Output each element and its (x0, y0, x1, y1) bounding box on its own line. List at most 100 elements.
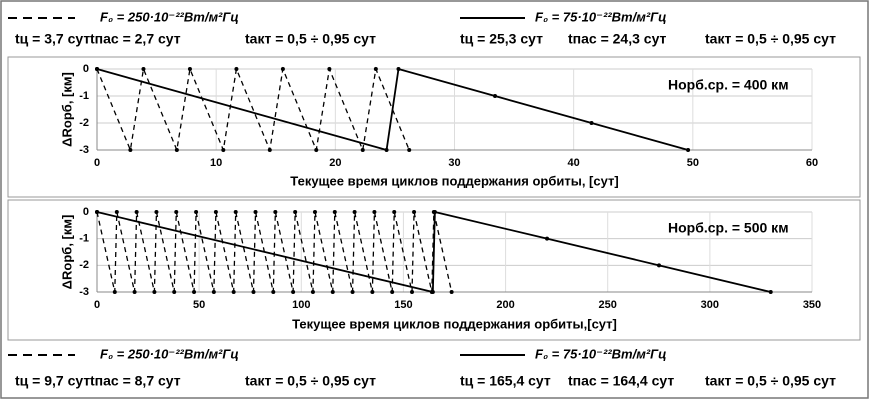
point (231, 290, 236, 294)
point (291, 290, 296, 294)
x-tick-label: 50 (687, 157, 699, 169)
point (273, 210, 278, 214)
point (172, 290, 177, 294)
point (373, 67, 378, 71)
point (412, 210, 417, 214)
point (187, 67, 192, 71)
parameter: tакт = 0,5 ÷ 0,95 сут (705, 373, 836, 389)
point (360, 148, 365, 152)
point (545, 236, 550, 241)
point (392, 210, 397, 214)
x-tick-label: 0 (94, 157, 100, 169)
series-line (96, 210, 771, 294)
x-tick-label: 30 (448, 157, 460, 169)
point (589, 121, 594, 125)
x-tick-label: 50 (193, 299, 205, 311)
x-tick-label: 10 (210, 157, 222, 169)
point (384, 148, 389, 152)
series-line (96, 67, 689, 152)
point (407, 148, 412, 152)
x-tick-label: 20 (329, 157, 341, 169)
point (152, 290, 157, 294)
point (234, 67, 239, 71)
point (192, 290, 197, 294)
point (251, 290, 256, 294)
x-tick-label: 100 (292, 299, 310, 311)
point (330, 290, 335, 294)
point (95, 210, 99, 214)
y-tick-label: -3 (79, 286, 89, 298)
x-tick-label: 250 (599, 299, 617, 311)
parameter: tпас = 8,7 сут (90, 373, 181, 389)
y-tick-label: -2 (79, 259, 89, 271)
point (233, 210, 238, 214)
point (314, 148, 319, 152)
point (656, 263, 661, 268)
point (141, 67, 146, 71)
x-tick-label: 200 (496, 299, 514, 311)
point (174, 210, 179, 214)
x-tick-label: 60 (806, 157, 818, 169)
legend-label: F₀ = 75·10⁻²²Вт/м²Гц (535, 346, 667, 361)
point (686, 148, 691, 152)
point (768, 290, 773, 294)
point (132, 290, 137, 294)
parameter: tц = 165,4 сут (460, 373, 551, 389)
point (432, 210, 437, 214)
x-tick-label: 40 (568, 157, 580, 169)
x-tick-label: 350 (803, 299, 821, 311)
legend-label: F₀ = 250·10⁻²²Вт/м²Гц (100, 346, 239, 361)
point (352, 210, 357, 214)
parameter: tпас = 24,3 сут (568, 31, 667, 47)
point (350, 290, 355, 294)
point (372, 210, 377, 214)
point (221, 148, 226, 152)
y-tick-label: -3 (79, 144, 89, 156)
point (95, 67, 99, 71)
point (134, 210, 139, 214)
point (370, 290, 375, 294)
legend-label: F₀ = 250·10⁻²²Вт/м²Гц (100, 9, 239, 24)
parameter: tакт = 0,5 ÷ 0,95 сут (705, 31, 836, 47)
y-tick-label: 0 (83, 206, 89, 218)
point (213, 210, 218, 214)
parameter: tпас = 2,7 сут (90, 31, 181, 47)
y-axis-label: ΔRорб, [км] (59, 215, 74, 290)
parameter: tакт = 0,5 ÷ 0,95 сут (245, 373, 376, 389)
point (128, 148, 133, 152)
y-axis-label: ΔRорб, [км] (59, 72, 74, 147)
point (114, 210, 119, 214)
parameter: tакт = 0,5 ÷ 0,95 сут (245, 31, 376, 47)
point (267, 148, 272, 152)
parameter: tц = 9,7 сут (15, 373, 90, 389)
point (293, 210, 298, 214)
x-axis-label: Текущее время циклов поддержания орбиты,… (290, 173, 618, 188)
point (112, 290, 117, 294)
x-tick-label: 300 (701, 299, 719, 311)
y-tick-label: -1 (79, 90, 89, 102)
annotation: Hорб.ср. = 500 км (668, 220, 789, 236)
x-tick-label: 0 (94, 299, 100, 311)
y-tick-label: -2 (79, 117, 89, 129)
point (449, 290, 454, 294)
point (332, 210, 337, 214)
point (271, 290, 276, 294)
point (390, 290, 395, 294)
legend-label: F₀ = 75·10⁻²²Вт/м²Гц (535, 9, 667, 24)
x-tick-label: 150 (394, 299, 412, 311)
annotation: Hорб.ср. = 400 км (668, 77, 789, 93)
point (396, 67, 401, 71)
point (410, 290, 415, 294)
y-tick-label: -1 (79, 233, 89, 245)
point (253, 210, 258, 214)
point (280, 67, 285, 71)
point (174, 148, 179, 152)
series-line (96, 66, 410, 153)
point (312, 210, 317, 214)
point (154, 210, 159, 214)
y-tick-label: 0 (83, 63, 89, 75)
point (310, 290, 315, 294)
point (493, 94, 498, 98)
x-axis-label: Текущее время циклов поддержания орбиты,… (292, 316, 617, 331)
